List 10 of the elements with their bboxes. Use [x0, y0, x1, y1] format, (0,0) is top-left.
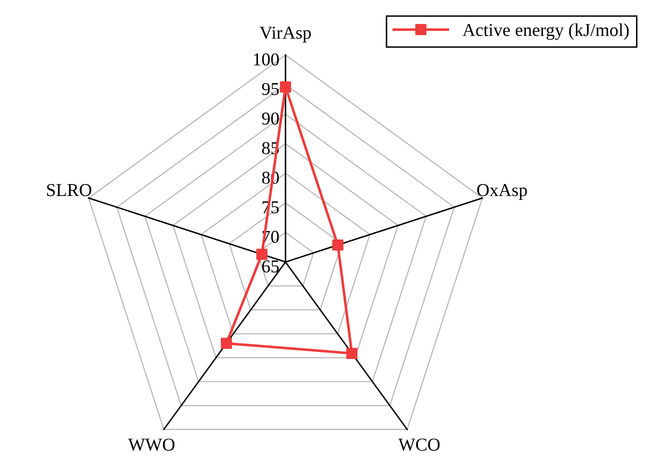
- spoke-label: SLRO: [47, 184, 92, 196]
- spoke-label: WWO: [128, 438, 174, 451]
- spoke-label: VirAsp: [260, 26, 311, 42]
- y-tick-label: 100: [254, 53, 279, 66]
- legend-label: Active energy (kJ/mol): [462, 23, 629, 40]
- y-tick-label: 95: [262, 82, 279, 96]
- y-tick-label: 90: [262, 112, 279, 125]
- y-tick-label: 65: [262, 260, 279, 273]
- spoke-label: OxAsp: [477, 184, 527, 200]
- spoke-label: WCO: [398, 438, 440, 451]
